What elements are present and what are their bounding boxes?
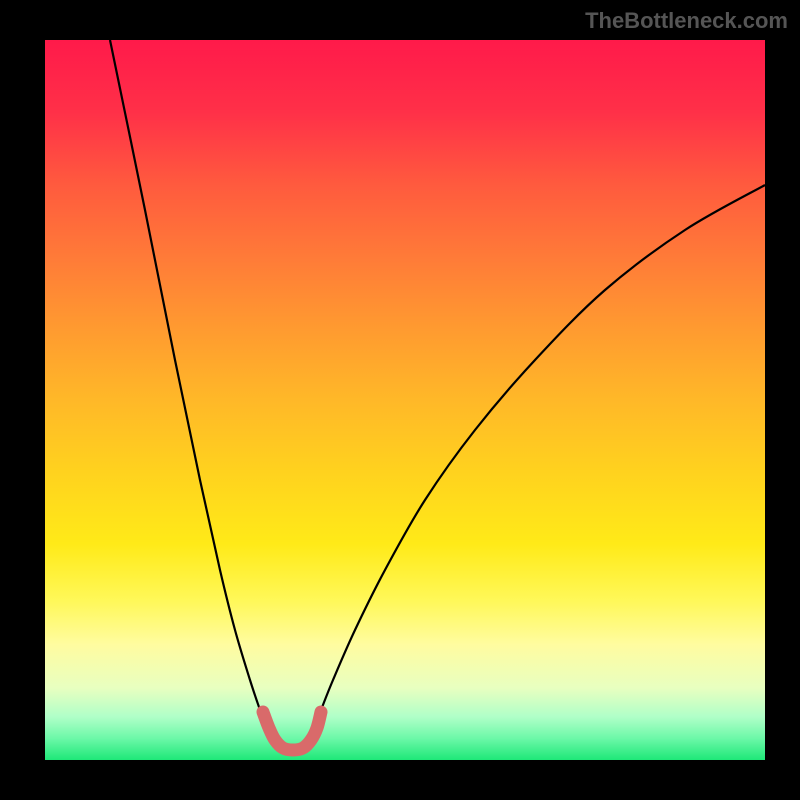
right-curve xyxy=(313,185,765,730)
highlight-valley xyxy=(263,712,321,750)
chart-svg xyxy=(0,0,800,800)
left-curve xyxy=(110,40,267,730)
watermark-text: TheBottleneck.com xyxy=(585,8,788,34)
plot-background xyxy=(45,40,765,760)
